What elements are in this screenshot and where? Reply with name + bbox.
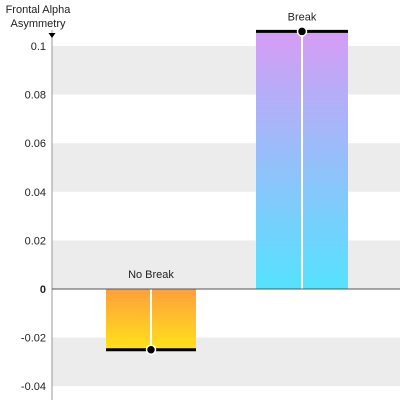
y-tick-label: -0.02 — [21, 333, 46, 345]
bar-no-break — [106, 289, 196, 355]
bar-break — [256, 26, 348, 289]
mean-dot — [145, 344, 157, 355]
y-tick-label: -0.04 — [21, 381, 46, 393]
y-axis-title-line-2: Asymmetry — [11, 18, 67, 30]
bars — [106, 26, 348, 355]
y-tick-label: 0.06 — [25, 138, 46, 150]
bar-labels: No Break Break — [128, 11, 317, 281]
y-axis-arrow-icon — [48, 33, 56, 38]
mean-dot — [296, 26, 308, 37]
bar-label: Break — [288, 11, 317, 23]
y-axis-ticks: 0.1 0.08 0.06 0.04 0.02 0 -0.02 -0.04 — [21, 41, 46, 393]
y-axis-title-line-1: Frontal Alpha — [6, 4, 72, 16]
y-tick-label: 0.04 — [25, 187, 46, 199]
y-tick-label: 0.1 — [31, 41, 46, 53]
bar-label: No Break — [128, 269, 174, 281]
grid-band — [52, 337, 400, 387]
y-tick-label: 0.02 — [25, 235, 46, 247]
y-tick-label: 0 — [40, 284, 46, 296]
y-tick-label: 0.08 — [25, 90, 46, 102]
